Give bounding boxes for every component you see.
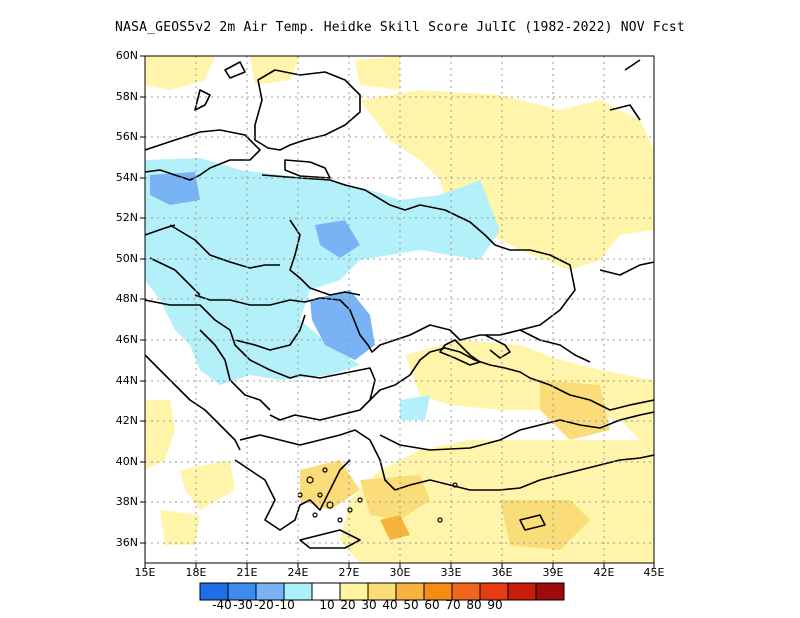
- tick-marks: [140, 55, 655, 568]
- lat-label-36n: 36N: [115, 536, 138, 549]
- colorbar-label: 50: [403, 598, 419, 612]
- lat-label-48n: 48N: [115, 292, 138, 305]
- lat-label-40n: 40N: [115, 455, 138, 468]
- colorbar-swatch: [507, 582, 537, 601]
- lon-label-27e: 27E: [338, 566, 360, 579]
- colorbar-label: -20: [254, 598, 274, 612]
- lat-label-52n: 52N: [115, 211, 138, 224]
- lon-label-18e: 18E: [185, 566, 207, 579]
- lon-label-39e: 39E: [542, 566, 564, 579]
- colorbar-label: 70: [445, 598, 461, 612]
- colorbar-label: 90: [487, 598, 503, 612]
- lat-label-44n: 44N: [115, 374, 138, 387]
- colorbar-label: -10: [275, 598, 295, 612]
- lat-label-46n: 46N: [115, 333, 138, 346]
- lon-label-24e: 24E: [287, 566, 309, 579]
- negative-skill-shading: [145, 158, 500, 420]
- lat-label-60n: 60N: [115, 49, 138, 62]
- graticule: [145, 56, 654, 563]
- colorbar-label: 80: [466, 598, 482, 612]
- lon-label-21e: 21E: [236, 566, 258, 579]
- colorbar-label: -30: [233, 598, 253, 612]
- chart-title: NASA_GEOS5v2 2m Air Temp. Heidke Skill S…: [115, 20, 685, 35]
- lat-label-42n: 42N: [115, 414, 138, 427]
- aegean-islands: [297, 467, 458, 523]
- lat-label-54n: 54N: [115, 171, 138, 184]
- lat-label-56n: 56N: [115, 130, 138, 143]
- lon-label-36e: 36E: [491, 566, 513, 579]
- lat-label-38n: 38N: [115, 495, 138, 508]
- colorbar-label: 60: [424, 598, 440, 612]
- lat-label-58n: 58N: [115, 90, 138, 103]
- lon-label-42e: 42E: [593, 566, 615, 579]
- lon-label-33e: 33E: [440, 566, 462, 579]
- colorbar-label: 30: [361, 598, 377, 612]
- lat-label-50n: 50N: [115, 252, 138, 265]
- lon-label-15e: 15E: [134, 566, 156, 579]
- colorbar-label: 20: [340, 598, 356, 612]
- higher-skill-shading: [300, 380, 610, 550]
- lon-label-30e: 30E: [389, 566, 411, 579]
- highest-skill-shading: [380, 515, 410, 540]
- colorbar-label: 40: [382, 598, 398, 612]
- colorbar-swatch: [535, 582, 565, 601]
- lon-label-45e: 45E: [643, 566, 665, 579]
- colorbar-label: -40: [212, 598, 232, 612]
- colorbar-label: 10: [319, 598, 335, 612]
- colorbar: [199, 582, 565, 601]
